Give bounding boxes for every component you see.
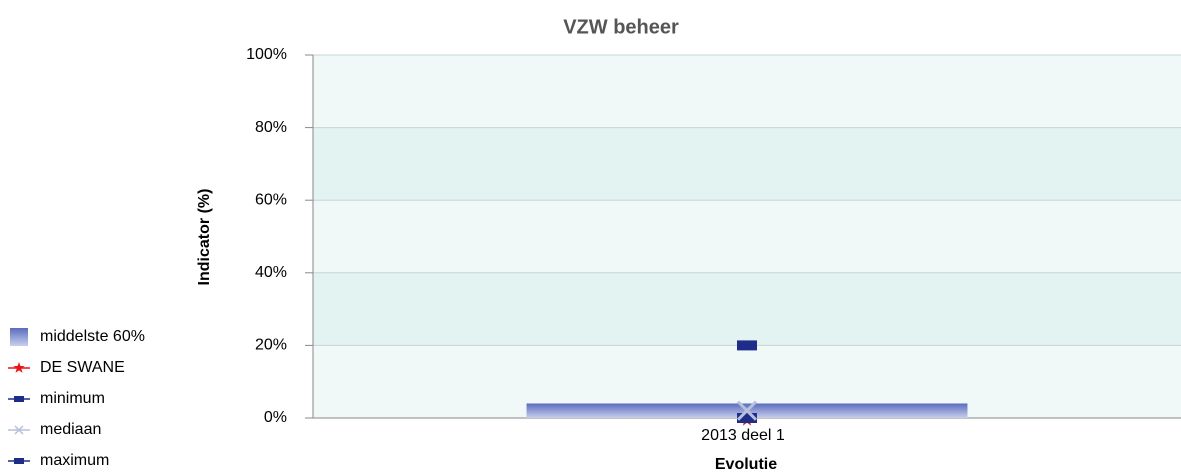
chart-title: VZW beheer xyxy=(563,16,679,38)
plot-band xyxy=(313,200,1181,273)
legend-swatch xyxy=(10,328,28,346)
y-tick-label: 0% xyxy=(264,409,287,426)
legend-marker xyxy=(14,396,24,402)
plot-band xyxy=(313,272,1181,346)
y-tick-label: 80% xyxy=(255,119,287,136)
x-axis-label: Evolutie xyxy=(715,456,777,473)
y-tick-label: 60% xyxy=(255,191,287,208)
plot-band xyxy=(313,55,1181,128)
legend-marker xyxy=(13,362,25,373)
marker-dash xyxy=(737,340,757,351)
plot-band xyxy=(313,127,1181,201)
legend-label: minimum xyxy=(40,390,105,407)
legend-item: minimum xyxy=(8,390,105,407)
marker-dash xyxy=(737,413,757,423)
marker-x xyxy=(736,400,758,421)
legend-marker xyxy=(14,458,24,464)
legend-item: DE SWANE xyxy=(8,359,125,376)
legend-label: maximum xyxy=(40,452,109,469)
x-tick-label: 2013 deel 1 xyxy=(701,427,785,444)
legend-item: maximum xyxy=(8,452,109,469)
legend-item: middelste 60% xyxy=(10,328,145,346)
legend-marker xyxy=(14,425,24,435)
y-axis-label: Indicator (%) xyxy=(196,189,213,286)
y-tick-label: 40% xyxy=(255,264,287,281)
legend-label: middelste 60% xyxy=(40,328,145,345)
legend-label: DE SWANE xyxy=(40,359,125,376)
legend-item: mediaan xyxy=(8,421,101,438)
y-tick-label: 100% xyxy=(246,46,287,63)
legend-label: mediaan xyxy=(40,421,101,438)
y-tick-label: 20% xyxy=(255,337,287,354)
